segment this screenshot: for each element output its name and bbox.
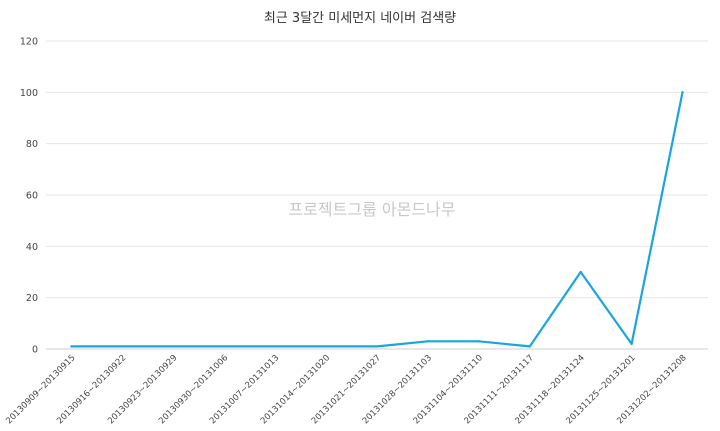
y-axis: 0 20 40 60 80 100 120 — [20, 37, 38, 356]
data-point[interactable] — [324, 345, 328, 348]
data-point[interactable] — [528, 345, 531, 348]
y-tick-label: 80 — [26, 139, 38, 150]
y-tick-label: 100 — [20, 88, 38, 99]
data-point[interactable] — [681, 91, 684, 94]
chart-title: 최근 3달간 미세먼지 네이버 검색량 — [264, 11, 456, 26]
grid-layer — [46, 40, 708, 350]
data-point[interactable] — [426, 340, 430, 343]
data-point[interactable] — [477, 340, 481, 343]
data-point[interactable] — [121, 345, 124, 348]
data-point[interactable] — [375, 345, 379, 348]
data-point[interactable] — [273, 345, 277, 348]
y-tick-label: 120 — [20, 37, 38, 48]
y-tick-label: 20 — [26, 293, 38, 304]
x-axis: 20130909~2013091520130916~20130922201309… — [4, 353, 688, 426]
y-tick-label: 40 — [26, 242, 38, 253]
data-point[interactable] — [579, 270, 582, 274]
watermark-text: 프로젝트그룹 아몬드나무 — [288, 200, 455, 219]
series-line — [70, 91, 684, 348]
data-point[interactable] — [70, 345, 73, 348]
data-point[interactable] — [223, 345, 226, 348]
data-point[interactable] — [172, 345, 175, 348]
series-layer — [70, 91, 684, 348]
y-tick-label: 0 — [32, 345, 38, 356]
y-tick-label: 60 — [26, 191, 38, 202]
data-point[interactable] — [630, 342, 633, 346]
